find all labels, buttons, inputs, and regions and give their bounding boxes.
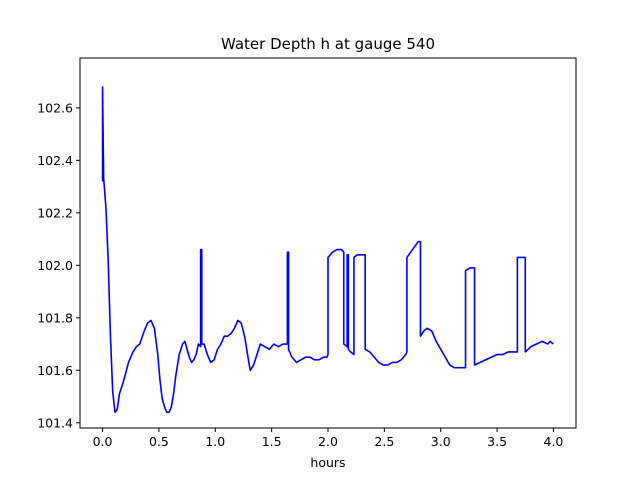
y-tick-label: 101.8 [37, 310, 73, 325]
x-tick-label: 3.5 [487, 434, 507, 449]
x-tick-label: 3.0 [431, 434, 451, 449]
x-axis-label: hours [310, 455, 345, 470]
x-tick-label: 2.0 [318, 434, 338, 449]
water-depth-line [101, 86, 554, 414]
x-axis: 0.0 0.5 1.0 1.5 2.0 2.5 3.0 3.5 4.0 [93, 428, 564, 449]
x-tick-label: 4.0 [544, 434, 564, 449]
x-tick-label: 0.5 [149, 434, 169, 449]
y-tick-label: 102.0 [37, 258, 73, 273]
chart-title: Water Depth h at gauge 540 [221, 35, 435, 53]
x-tick-label: 2.5 [374, 434, 394, 449]
y-tick-label: 102.2 [37, 205, 73, 220]
x-tick-label: 1.5 [262, 434, 282, 449]
y-tick-label: 101.4 [37, 415, 73, 430]
x-tick-label: 0.0 [93, 434, 113, 449]
y-tick-label: 101.6 [37, 363, 73, 378]
y-tick-label: 102.4 [37, 153, 73, 168]
x-tick-label: 1.0 [205, 434, 225, 449]
y-axis: 101.4 101.6 101.8 102.0 102.2 102.4 102.6 [37, 100, 80, 430]
y-tick-label: 102.6 [37, 100, 73, 115]
